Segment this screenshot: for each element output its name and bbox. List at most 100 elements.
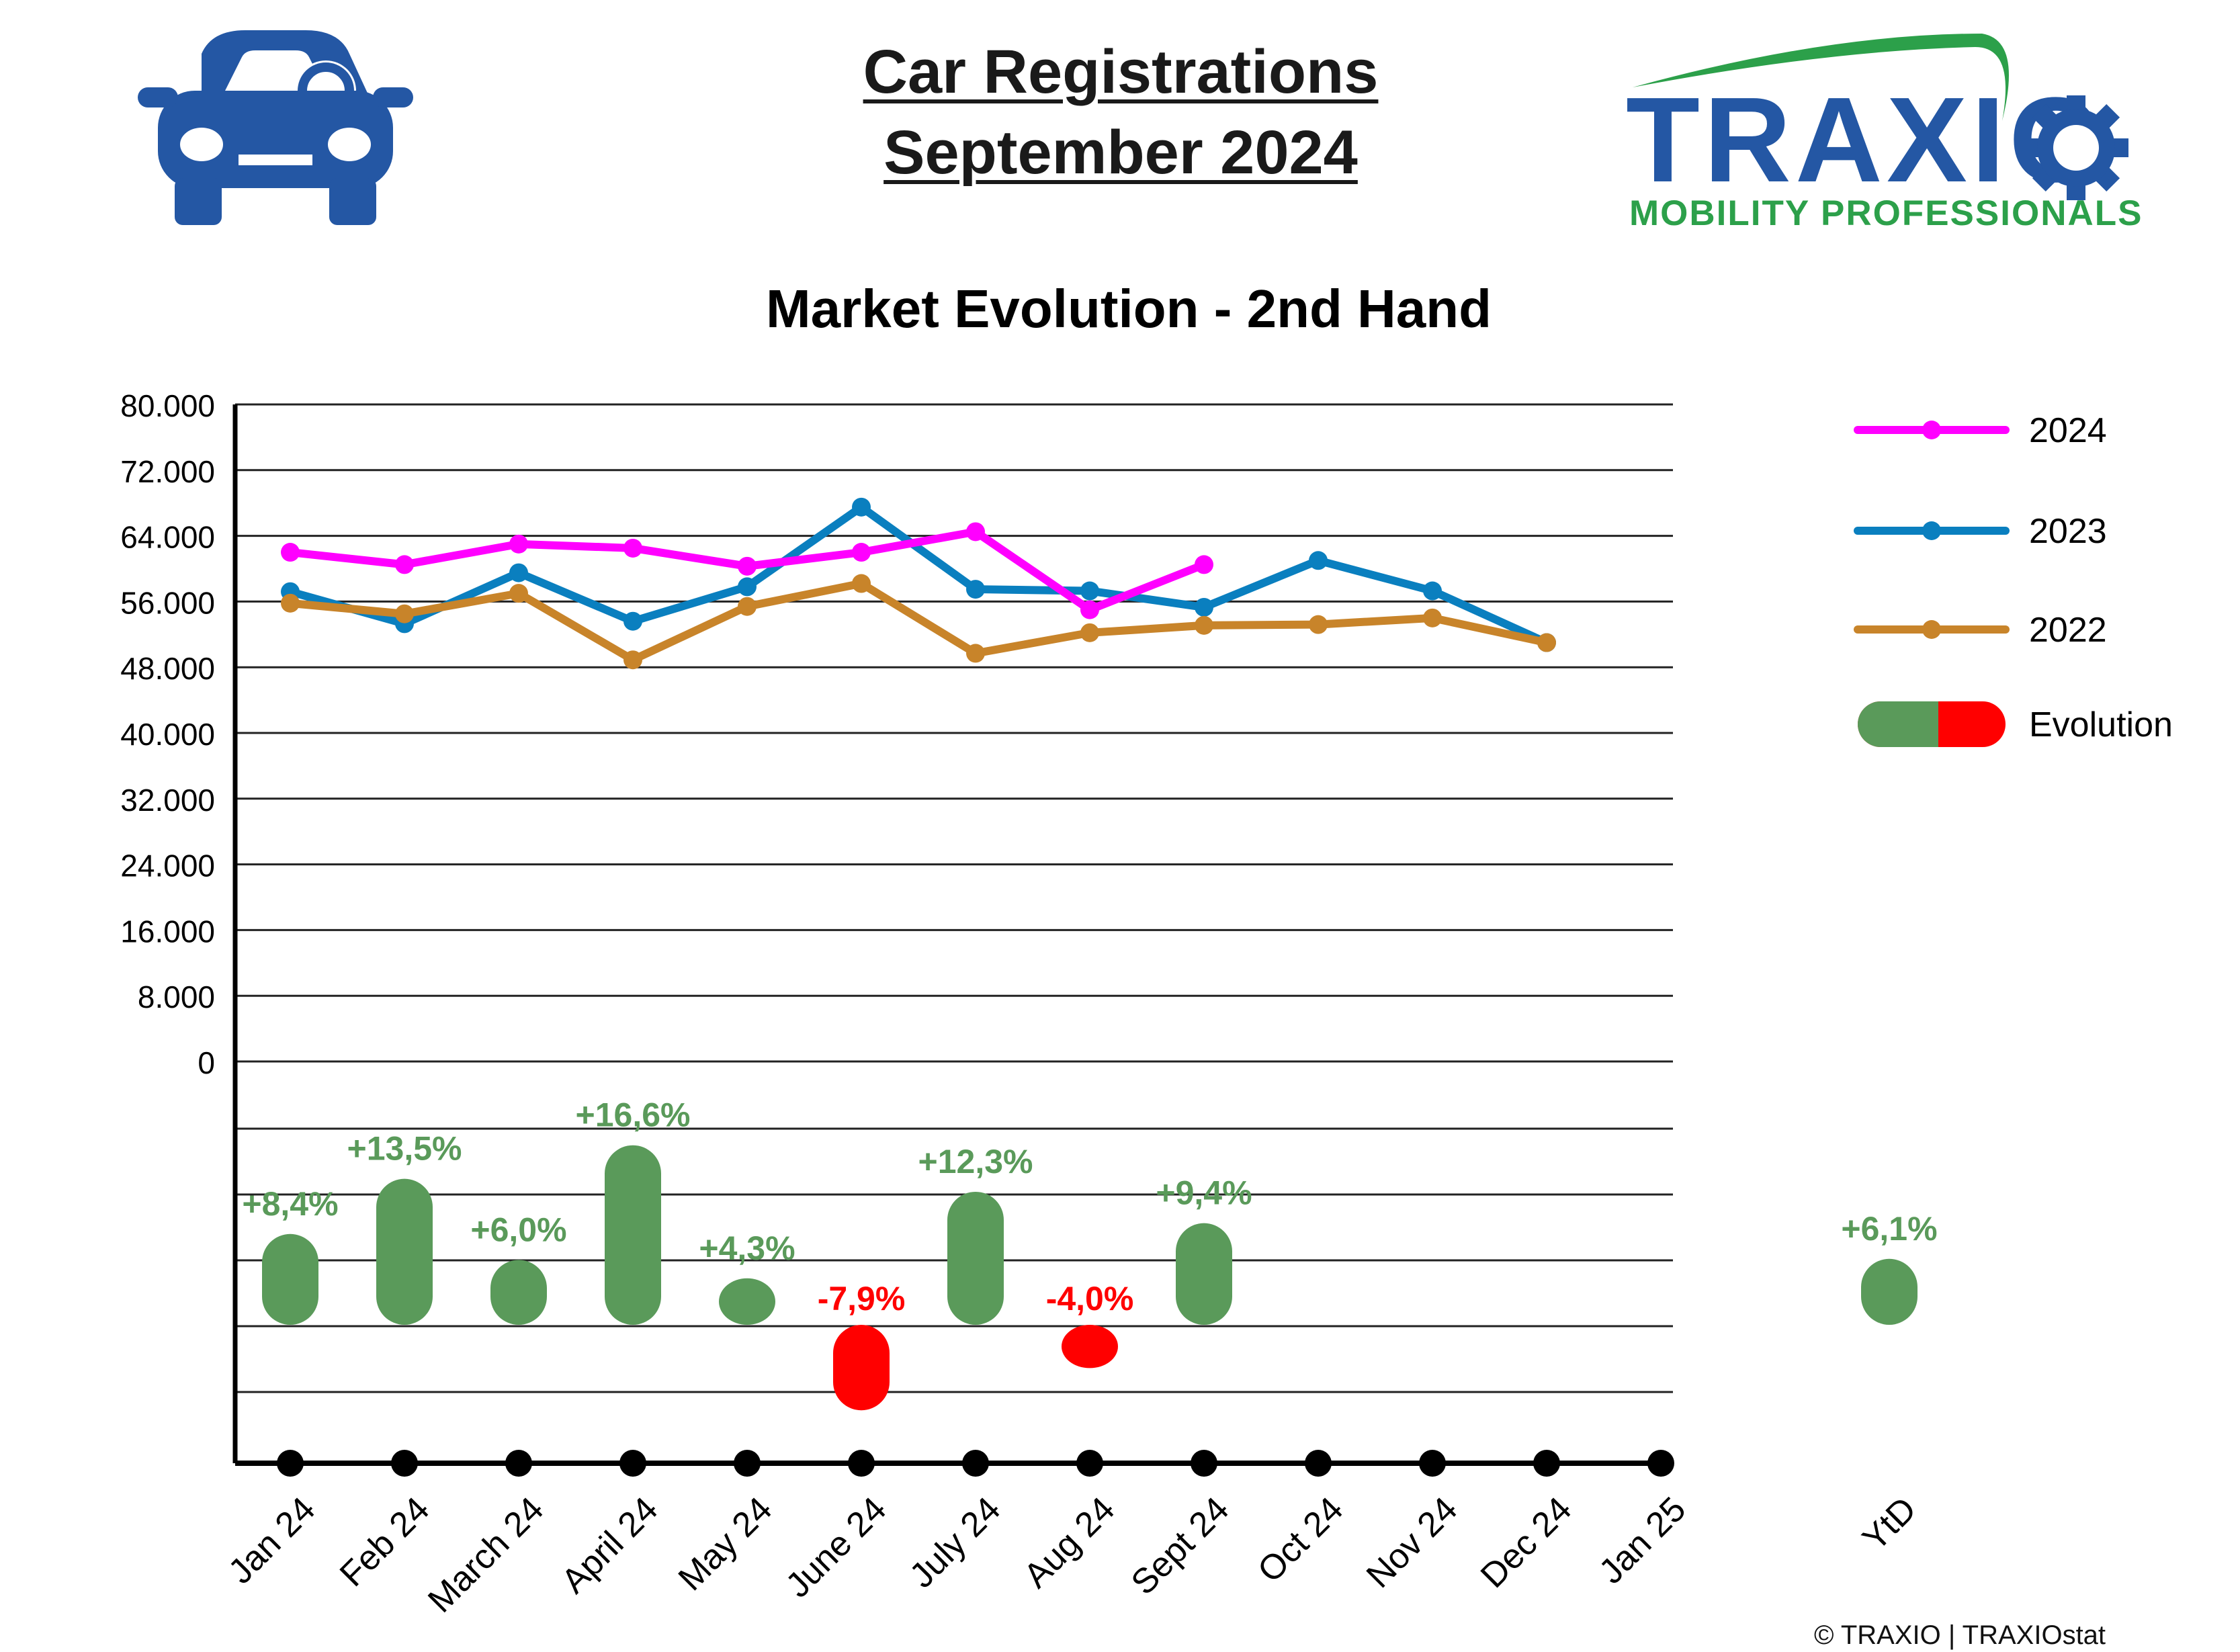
data-point-2023 <box>966 580 985 599</box>
evolution-label: +6,1% <box>1841 1210 1937 1248</box>
copyright-text: © TRAXIO | TRAXIOstat <box>1814 1620 2106 1650</box>
data-point-2022 <box>1309 615 1328 634</box>
x-tick-label: Dec 24 <box>1473 1489 1580 1596</box>
data-point-2023 <box>1309 551 1328 570</box>
series-line-2023 <box>286 503 1551 647</box>
data-point-2023 <box>1195 597 1213 617</box>
y-tick-label: 8.000 <box>138 980 215 1014</box>
logo-tagline: MOBILITY PROFESSIONALS <box>1629 193 2143 233</box>
data-point-2022 <box>738 597 757 616</box>
evolution-bar <box>719 1278 775 1325</box>
y-tick-label: 64.000 <box>120 520 215 555</box>
x-tick-label: Jan 25 <box>1592 1489 1693 1591</box>
x-tick-label: May 24 <box>671 1489 780 1598</box>
x-tick-label: Oct 24 <box>1250 1489 1350 1590</box>
data-point-2022 <box>1195 615 1213 635</box>
car-front-icon <box>138 30 413 225</box>
evolution-label: +9,4% <box>1156 1174 1252 1212</box>
data-point-2024 <box>395 555 414 574</box>
x-axis-marker <box>848 1450 875 1477</box>
logo-text: TRAXIO <box>1626 73 2108 208</box>
x-tick-label: April 24 <box>554 1489 666 1601</box>
evolution-label: +4,3% <box>699 1229 795 1267</box>
data-point-2024 <box>738 556 757 576</box>
x-axis-marker <box>1191 1450 1217 1477</box>
x-tick-label: Aug 24 <box>1017 1489 1123 1596</box>
evolution-label: +16,6% <box>576 1096 691 1134</box>
x-tick-label: March 24 <box>421 1489 551 1620</box>
x-axis-marker <box>1647 1450 1674 1477</box>
x-axis-marker <box>1419 1450 1446 1477</box>
data-point-2022 <box>509 584 528 603</box>
x-axis-marker <box>734 1450 761 1477</box>
page-title-line2: September 2024 <box>884 118 1358 187</box>
x-tick-label: Nov 24 <box>1359 1489 1465 1596</box>
legend-label-2023: 2023 <box>2029 512 2107 551</box>
data-point-2023 <box>623 611 642 631</box>
data-point-2023 <box>1080 581 1099 601</box>
x-axis-marker <box>277 1450 304 1477</box>
evolution-bar <box>1062 1325 1118 1368</box>
y-tick-label: 40.000 <box>120 717 215 752</box>
evolution-bar <box>490 1260 547 1325</box>
evolution-label: +6,0% <box>470 1211 566 1248</box>
data-point-2022 <box>1080 623 1099 642</box>
y-tick-label: 0 <box>198 1045 215 1080</box>
evolution-bar <box>1176 1223 1232 1325</box>
x-axis-marker <box>962 1450 989 1477</box>
legend-label-evolution: Evolution <box>2029 705 2173 744</box>
x-axis-marker <box>1305 1450 1332 1477</box>
evolution-bar <box>947 1191 1004 1325</box>
x-axis-marker <box>619 1450 646 1477</box>
evolution-label: -7,9% <box>818 1280 906 1317</box>
data-point-2022 <box>1537 633 1556 652</box>
legend-evolution-positive <box>1858 701 1938 747</box>
gear-icon <box>2024 95 2128 200</box>
y-tick-label: 72.000 <box>120 454 215 489</box>
y-tick-label: 24.000 <box>120 849 215 883</box>
x-tick-label: Jan 24 <box>221 1489 322 1591</box>
chart-title: Market Evolution - 2nd Hand <box>765 279 1492 339</box>
data-point-2022 <box>281 593 300 613</box>
data-point-2024 <box>852 543 871 562</box>
data-point-2024 <box>623 538 642 558</box>
y-tick-label: 32.000 <box>120 783 215 818</box>
y-tick-label: 56.000 <box>120 585 215 620</box>
data-point-2023 <box>738 577 757 597</box>
y-tick-label: 80.000 <box>120 388 215 423</box>
data-point-2022 <box>852 574 871 593</box>
legend-marker-2023 <box>1922 521 1941 540</box>
y-tick-label: 48.000 <box>120 651 215 686</box>
evolution-bar <box>833 1325 890 1411</box>
data-point-2022 <box>966 644 985 663</box>
data-point-2024 <box>966 522 985 541</box>
data-point-2022 <box>395 604 414 623</box>
legend-marker-2022 <box>1922 620 1941 639</box>
legend-marker-2024 <box>1922 421 1941 439</box>
data-point-2023 <box>1423 581 1442 601</box>
series-line-2022 <box>286 579 1551 664</box>
data-point-2022 <box>1423 608 1442 627</box>
data-point-2024 <box>509 534 528 554</box>
evolution-bar <box>605 1145 661 1325</box>
x-axis-marker <box>1076 1450 1103 1477</box>
x-axis-marker <box>505 1450 532 1477</box>
data-point-2023 <box>852 497 871 517</box>
evolution-bar <box>1861 1258 1918 1325</box>
x-axis-marker <box>391 1450 418 1477</box>
x-tick-label: June 24 <box>779 1489 894 1605</box>
data-point-2024 <box>1195 555 1213 574</box>
evolution-label: -4,0% <box>1046 1280 1134 1317</box>
page-title-line1: Car Registrations <box>863 38 1379 106</box>
evolution-label: +13,5% <box>347 1130 462 1168</box>
data-point-2024 <box>281 543 300 562</box>
x-tick-label: Feb 24 <box>333 1489 437 1594</box>
logo-swoosh <box>1633 34 2009 121</box>
x-axis-marker <box>1533 1450 1560 1477</box>
data-point-2023 <box>509 563 528 582</box>
x-tick-label: Sept 24 <box>1124 1489 1237 1602</box>
evolution-label: +12,3% <box>918 1143 1033 1180</box>
legend-label-2022: 2022 <box>2029 611 2107 650</box>
